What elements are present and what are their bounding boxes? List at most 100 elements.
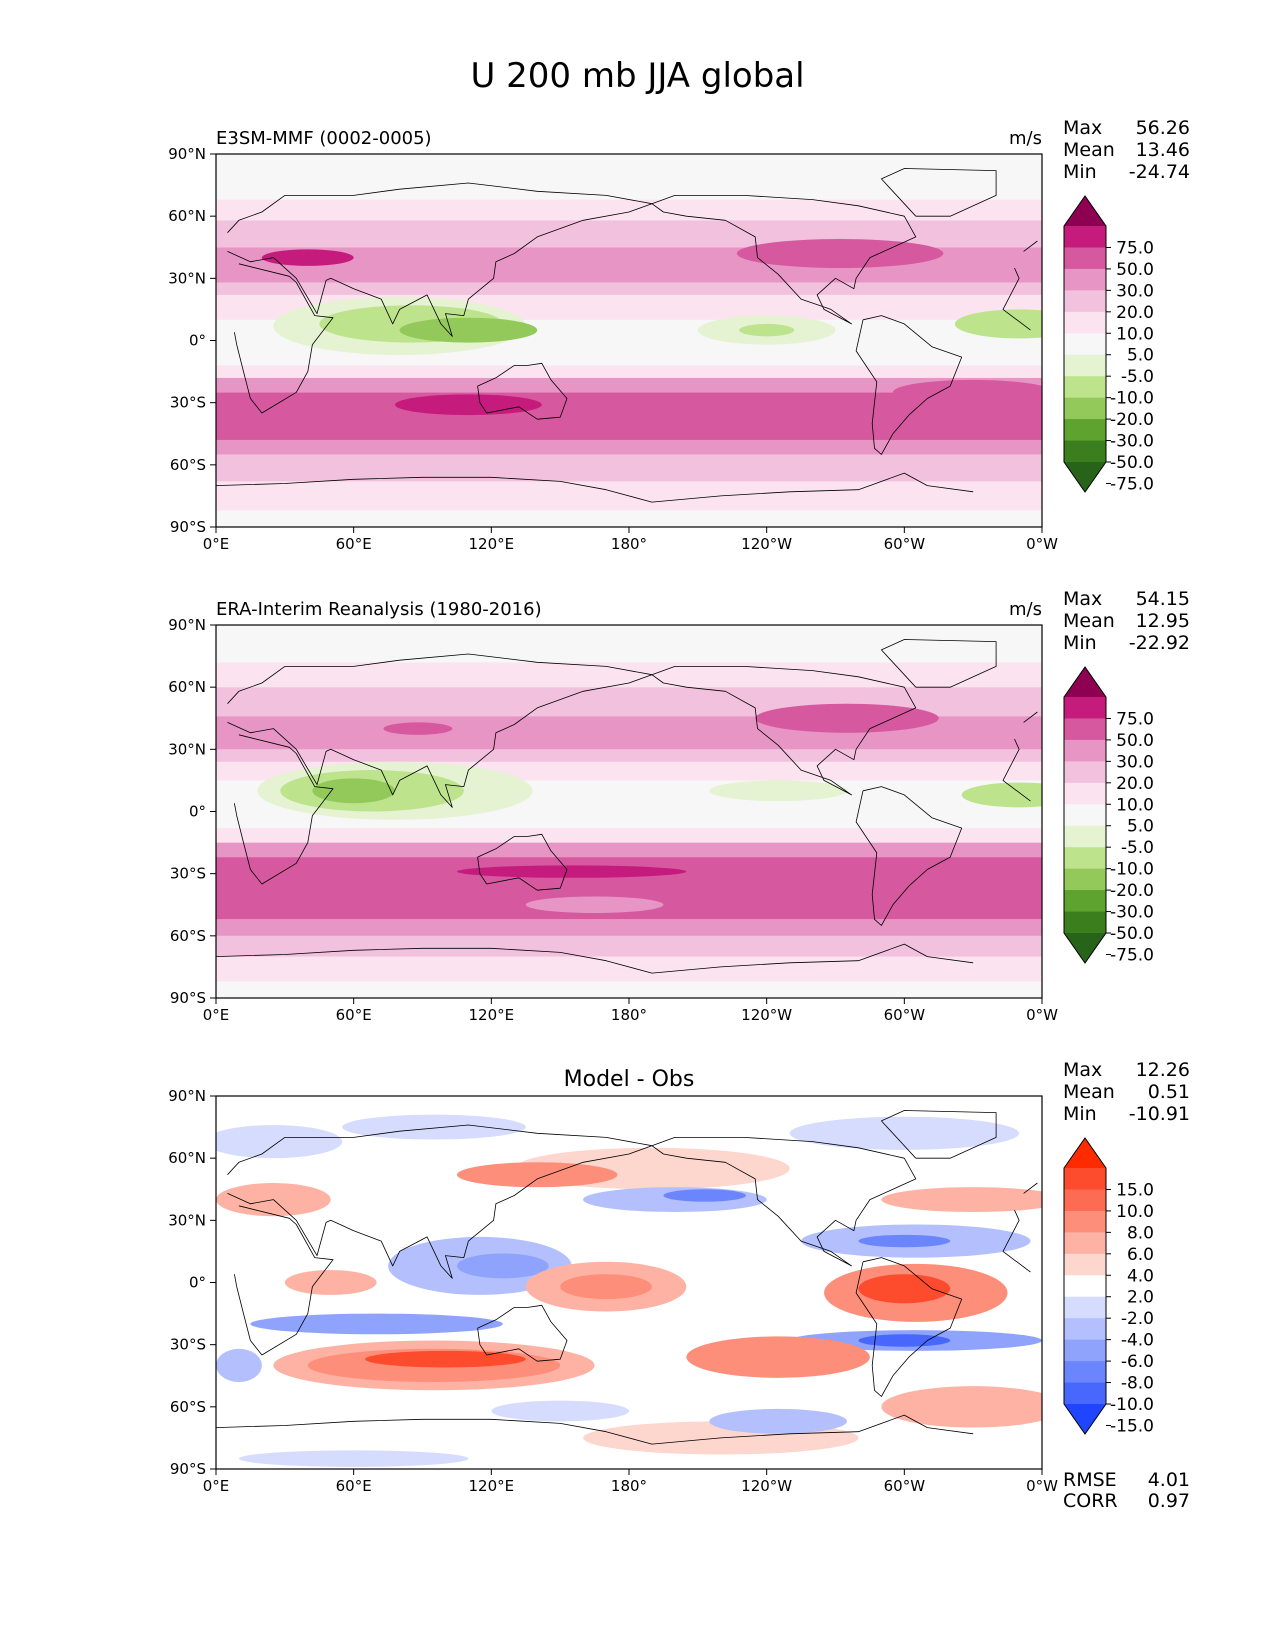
contour-band bbox=[216, 828, 1042, 843]
coastline-australia bbox=[477, 833, 568, 891]
y-tick-label: 60°N bbox=[168, 678, 206, 696]
contour-region bbox=[858, 1234, 951, 1248]
colorbar-tick-label: 20.0 bbox=[1116, 303, 1154, 323]
coastline-eurasia bbox=[227, 1124, 653, 1279]
stat-label: Min bbox=[1063, 161, 1097, 183]
contour-region bbox=[312, 778, 395, 804]
colorbar-tick-label: -6.0 bbox=[1121, 1352, 1154, 1372]
stat-value: 54.15 bbox=[1136, 588, 1190, 610]
x-tick-label: 120°W bbox=[741, 1477, 792, 1495]
coastline-africa bbox=[1002, 267, 1031, 331]
x-tick-label: 0°W bbox=[1026, 535, 1058, 553]
x-tick-label: 0°E bbox=[203, 1477, 230, 1495]
x-tick-label: 180° bbox=[611, 1477, 647, 1495]
colorbar-tick-label: -50.0 bbox=[1110, 924, 1154, 944]
colorbar-swatch bbox=[1064, 1210, 1106, 1233]
colorbar-tick-label: 10.0 bbox=[1116, 1202, 1154, 1222]
colorbar-tick-label: 10.0 bbox=[1116, 324, 1154, 344]
colorbar-swatch bbox=[1064, 804, 1106, 827]
colorbar-swatch bbox=[1064, 333, 1106, 356]
contour-region bbox=[858, 1274, 951, 1304]
x-tick-label: 60°E bbox=[336, 1477, 372, 1495]
contour-region bbox=[881, 1386, 1042, 1428]
coastline-antarctica bbox=[216, 1414, 974, 1445]
colorbar-tick-label: 5.0 bbox=[1127, 346, 1154, 366]
colorbar-extend-bottom bbox=[1064, 1404, 1106, 1434]
stat-value: 4.01 bbox=[1148, 1469, 1190, 1491]
contour-band bbox=[216, 956, 1042, 982]
stat-label: Max bbox=[1063, 588, 1102, 610]
colorbar-tick-label: 50.0 bbox=[1116, 260, 1154, 280]
colorbar-tick-label: 6.0 bbox=[1127, 1245, 1154, 1265]
coastline-africa bbox=[1002, 738, 1031, 802]
y-tick-label: 0° bbox=[189, 332, 206, 350]
coastline-africa bbox=[234, 1205, 334, 1356]
colorbar-swatch bbox=[1064, 911, 1106, 934]
colorbar-swatch bbox=[1064, 782, 1106, 805]
coastline-eurasia bbox=[227, 182, 653, 337]
contour-band bbox=[216, 199, 1042, 221]
stat-value: 0.97 bbox=[1148, 1490, 1190, 1512]
coastline-eurasia bbox=[1023, 711, 1038, 723]
colorbar-tick-label: -50.0 bbox=[1110, 453, 1154, 473]
colorbar-swatch bbox=[1064, 1339, 1106, 1362]
coastline-samerica bbox=[855, 315, 963, 455]
y-tick-label: 60°S bbox=[170, 1398, 206, 1416]
x-tick-label: 60°E bbox=[336, 1006, 372, 1024]
coastline-australia bbox=[477, 362, 568, 420]
colorbar-tick-label: -10.0 bbox=[1110, 1395, 1154, 1415]
colorbar-tick-label: -10.0 bbox=[1110, 860, 1154, 880]
colorbar: 75.050.030.020.010.05.0-5.0-10.0-20.0-30… bbox=[1063, 666, 1154, 965]
contour-region bbox=[755, 703, 939, 733]
contour-region bbox=[456, 865, 687, 878]
contour-region bbox=[342, 1114, 526, 1140]
y-tick-label: 30°S bbox=[170, 1336, 206, 1354]
contour-region bbox=[892, 379, 1042, 405]
x-tick-label: 60°W bbox=[884, 1477, 926, 1495]
colorbar-swatch bbox=[1064, 376, 1106, 399]
coastline-antarctica bbox=[216, 472, 974, 503]
contour-region bbox=[216, 1125, 343, 1159]
stat-label: Min bbox=[1063, 1103, 1097, 1125]
y-tick-label: 60°N bbox=[168, 1149, 206, 1167]
contour-band bbox=[216, 935, 1042, 957]
contour-band bbox=[216, 919, 1042, 936]
y-tick-label: 60°S bbox=[170, 456, 206, 474]
x-tick-label: 120°E bbox=[469, 1006, 515, 1024]
panel-title: ERA-Interim Reanalysis (1980-2016) bbox=[216, 599, 542, 620]
coastline-africa bbox=[234, 263, 334, 414]
colorbar-tick-label: 50.0 bbox=[1116, 731, 1154, 751]
colorbar: 15.010.08.06.04.02.0-2.0-4.0-6.0-8.0-10.… bbox=[1063, 1137, 1154, 1436]
colorbar-swatch bbox=[1064, 1253, 1106, 1276]
colorbar-tick-label: -30.0 bbox=[1110, 432, 1154, 452]
panel-test: 0°E 60°E 120°E 180° 120°W 60°W 0°W 90°N 60°N 30°N… bbox=[168, 117, 1190, 553]
colorbar-swatch bbox=[1064, 697, 1106, 719]
contour-band bbox=[216, 365, 1042, 378]
x-tick-label: 60°W bbox=[884, 1006, 926, 1024]
stat-label: Mean bbox=[1063, 1081, 1115, 1103]
colorbar-tick-label: 15.0 bbox=[1116, 1180, 1154, 1200]
contour-region bbox=[736, 238, 944, 268]
colorbar-swatch bbox=[1064, 1318, 1106, 1341]
stat-label: Mean bbox=[1063, 610, 1115, 632]
colorbar-tick-label: -10.0 bbox=[1110, 389, 1154, 409]
colorbar-swatch bbox=[1064, 397, 1106, 420]
stat-label: Max bbox=[1063, 117, 1102, 139]
contour-region bbox=[491, 1400, 629, 1422]
contour-band bbox=[216, 981, 1042, 998]
y-tick-label: 90°N bbox=[168, 616, 206, 634]
colorbar-tick-label: 20.0 bbox=[1116, 774, 1154, 794]
contour-field bbox=[216, 625, 1042, 998]
contour-region bbox=[261, 249, 354, 266]
coastline-namerica bbox=[651, 195, 917, 325]
figure-title: U 200 mb JJA global bbox=[470, 56, 805, 96]
stat-label: Min bbox=[1063, 632, 1097, 654]
colorbar: 75.050.030.020.010.05.0-5.0-10.0-20.0-30… bbox=[1063, 195, 1154, 494]
colorbar-tick-label: 10.0 bbox=[1116, 795, 1154, 815]
contour-region bbox=[954, 309, 1042, 339]
y-tick-label: 90°N bbox=[168, 145, 206, 163]
coastline-australia bbox=[477, 1304, 568, 1362]
panel-diff: 0°E 60°E 120°E 180° 120°W 60°W 0°W 90°N 60°N 30°N… bbox=[168, 1059, 1190, 1512]
colorbar-extend-top bbox=[1064, 1138, 1106, 1168]
colorbar-swatch bbox=[1064, 268, 1106, 291]
